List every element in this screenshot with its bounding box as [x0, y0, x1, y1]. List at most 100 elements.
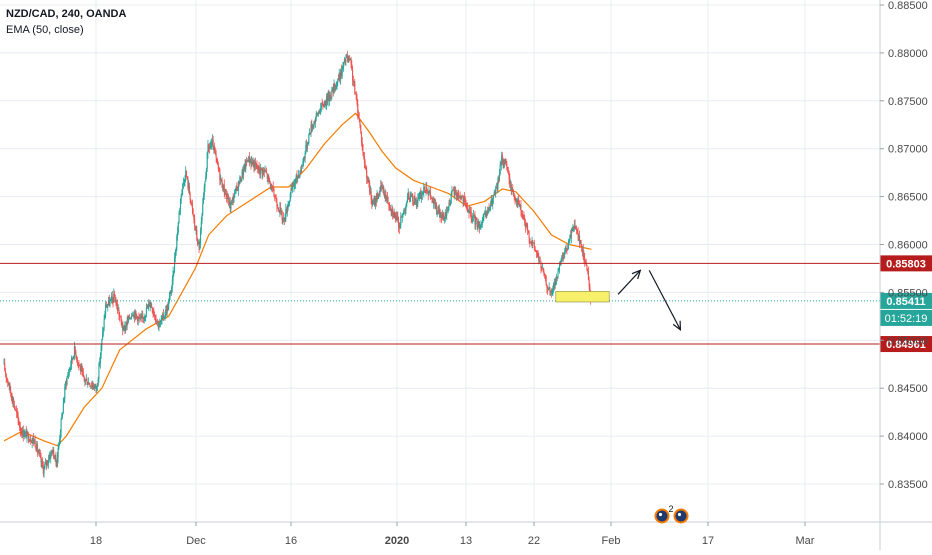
candle-body [305, 144, 307, 153]
candle-body [375, 198, 377, 206]
candle-body [177, 232, 179, 237]
symbol-title[interactable]: NZD/CAD, 240, OANDA [6, 8, 127, 20]
candle-body [151, 307, 153, 312]
candle-body [377, 194, 379, 199]
candle-body [38, 452, 40, 454]
candle-body [418, 197, 420, 198]
candle-body [285, 209, 287, 220]
candle-body [462, 197, 464, 202]
candle-body [529, 238, 531, 243]
event-flag-icon[interactable] [673, 508, 689, 524]
candle-body [571, 228, 573, 231]
candle-body [581, 246, 583, 252]
candle-body [386, 195, 388, 198]
candle-body [423, 186, 425, 193]
candle-body [575, 226, 577, 230]
candle-body [83, 375, 85, 379]
candle-body [122, 326, 124, 330]
candle-body [340, 70, 343, 77]
candle-body [515, 199, 518, 202]
candle-body [121, 321, 123, 327]
y-tick-label: 0.88000 [888, 48, 928, 60]
indicator-label[interactable]: EMA (50, close) [6, 24, 84, 36]
candle-body [323, 106, 325, 108]
candle-body [541, 268, 543, 270]
candle-body [290, 188, 292, 194]
candle-body [294, 183, 296, 185]
candle-body [259, 170, 261, 173]
candle-body [111, 296, 113, 299]
candle-body [459, 196, 461, 198]
candle-body [147, 305, 149, 309]
annotations [555, 269, 682, 331]
event-icons[interactable]: 2 [654, 504, 689, 524]
candle-body [67, 374, 69, 378]
candle-body [55, 454, 57, 462]
candle-body [546, 285, 548, 288]
candle-body [444, 212, 446, 219]
candle-body [105, 304, 107, 308]
candle-body [154, 314, 156, 316]
projection-arrow-head [672, 320, 682, 331]
candle-body [131, 315, 133, 317]
candle-body [41, 461, 43, 463]
candle-body [88, 382, 90, 385]
candle-body [100, 345, 102, 356]
candle-body [234, 189, 236, 192]
candle-body [15, 409, 17, 411]
candle-body [39, 452, 41, 455]
candle-body [106, 306, 108, 308]
x-tick-label: Feb [602, 535, 621, 547]
candle-body [177, 222, 179, 233]
candle-body [514, 196, 516, 200]
candle-body [231, 200, 233, 203]
candle-body [102, 329, 104, 332]
candle-body [181, 189, 183, 195]
candle-body [484, 211, 486, 214]
candle-body [98, 363, 100, 379]
candle-body [486, 210, 488, 216]
candle-body [352, 69, 354, 81]
candle-body [460, 195, 462, 198]
candle-body [70, 365, 72, 369]
candle-body [7, 382, 9, 386]
candle-body [473, 215, 475, 217]
candle-body [428, 192, 430, 195]
candle-body [432, 200, 434, 204]
candle-body [487, 210, 489, 213]
candle-body [565, 247, 567, 249]
candle-body [494, 192, 496, 194]
candle-body [353, 82, 355, 83]
candle-body [403, 210, 405, 214]
candle-body [510, 184, 512, 187]
candle-body [491, 199, 493, 205]
candle-body [311, 124, 313, 130]
candle-body [44, 461, 47, 465]
candle-body [338, 72, 340, 81]
candle-body [300, 171, 302, 173]
candle-body [492, 195, 495, 199]
candle-body [550, 290, 552, 293]
candle-body [252, 162, 254, 165]
candle-body [330, 97, 332, 98]
candle-body [277, 206, 279, 208]
candle-body [198, 242, 200, 248]
candle-body [249, 161, 251, 163]
candle-body [535, 250, 538, 253]
candle-body [340, 70, 342, 80]
candle-body [425, 187, 427, 193]
candle-body [37, 451, 39, 454]
event-flag-icon[interactable] [654, 508, 670, 524]
candle-body [250, 161, 252, 165]
candle-body [355, 92, 357, 95]
candle-body [299, 171, 301, 177]
candle-body [375, 198, 377, 202]
candle-body [48, 457, 50, 461]
candle-body [115, 302, 117, 304]
candle-body [33, 438, 35, 443]
candle-body [524, 221, 526, 228]
candle-body [345, 57, 347, 62]
candle-body [586, 265, 588, 271]
